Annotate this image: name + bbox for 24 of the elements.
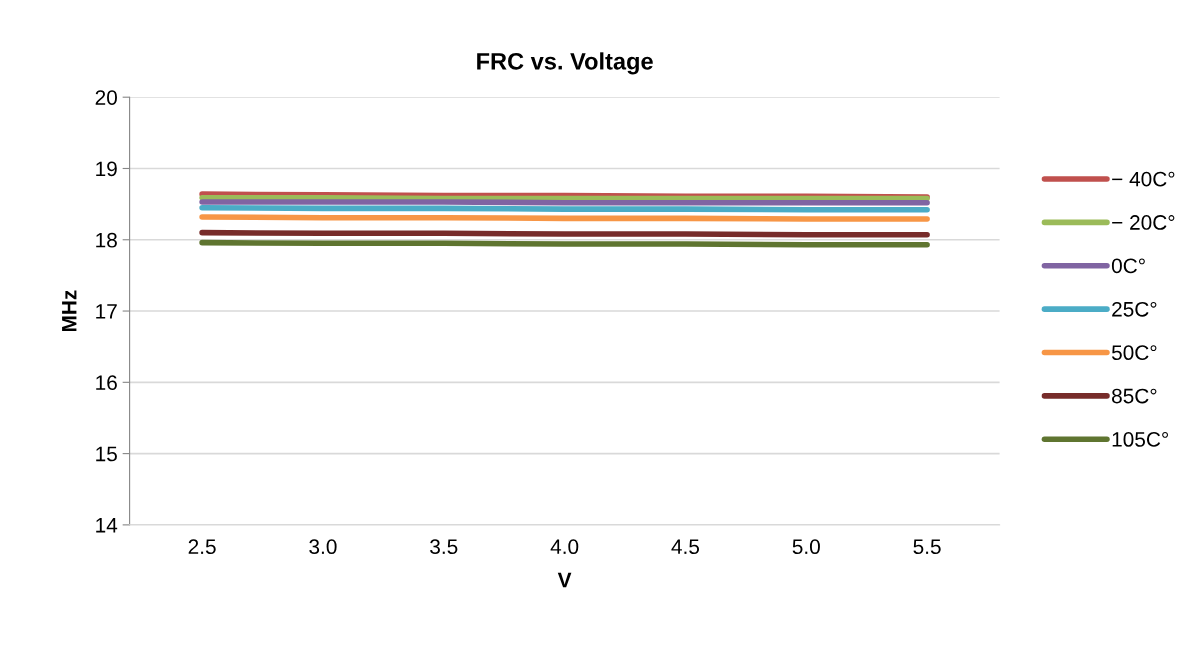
x-tick-label: 3.5 bbox=[430, 539, 458, 555]
x-tick-label: 5.5 bbox=[913, 539, 941, 555]
legend-label: 25C° bbox=[1112, 301, 1157, 317]
y-tick-label: 18 bbox=[96, 232, 117, 248]
legend-label: − 20C° bbox=[1112, 215, 1175, 230]
y-axis-title: MHz bbox=[62, 290, 77, 332]
legend-label: 50C° bbox=[1111, 345, 1157, 361]
x-tick-label: 4.0 bbox=[550, 539, 579, 555]
y-tick-label: 17 bbox=[96, 304, 117, 319]
x-axis-title: V bbox=[557, 572, 572, 588]
y-tick-label: 20 bbox=[95, 90, 117, 105]
legend-label: − 40C° bbox=[1112, 171, 1175, 187]
legend-label: 85C° bbox=[1112, 388, 1157, 404]
y-tick-label: 14 bbox=[96, 518, 118, 533]
chart-title: FRC vs. Voltage bbox=[477, 52, 653, 75]
y-tick-label: 19 bbox=[96, 161, 117, 177]
x-tick-label: 4.5 bbox=[671, 539, 700, 555]
x-tick-label: 5.0 bbox=[792, 539, 820, 555]
legend-label: 105C° bbox=[1112, 432, 1168, 447]
y-tick-label: 16 bbox=[96, 375, 117, 391]
x-tick-label: 3.0 bbox=[309, 539, 337, 555]
x-tick-label: 2.5 bbox=[188, 539, 216, 555]
y-tick-label: 15 bbox=[96, 446, 117, 462]
legend-label: 0C° bbox=[1111, 258, 1145, 274]
